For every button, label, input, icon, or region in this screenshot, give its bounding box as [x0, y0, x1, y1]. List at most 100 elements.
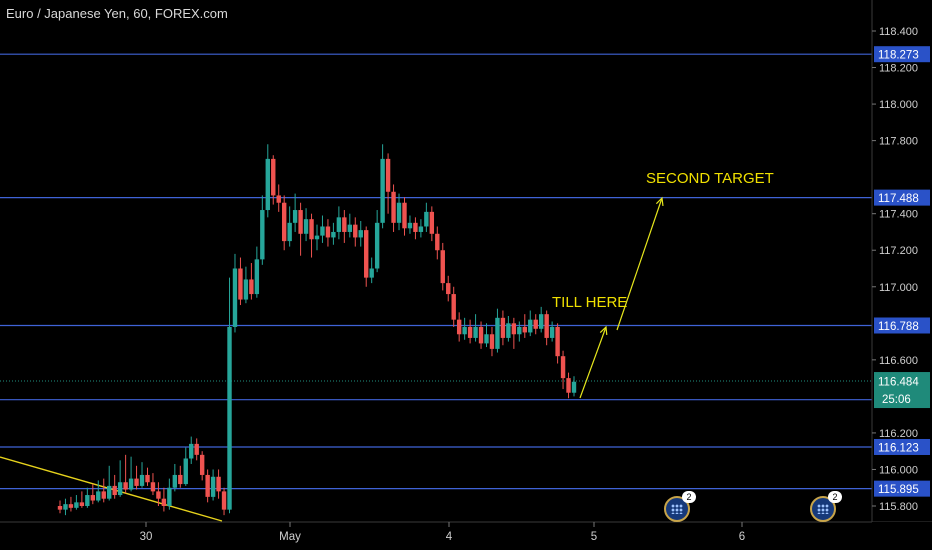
candle	[232, 253, 238, 333]
candle-body	[495, 317, 500, 349]
candle	[353, 217, 358, 247]
candle	[544, 310, 549, 346]
candle-body	[292, 210, 298, 223]
countdown-label: 25:06	[882, 394, 911, 406]
candle	[407, 215, 413, 234]
candle	[74, 495, 79, 510]
level-price-label-bg	[874, 480, 930, 497]
candle-body	[309, 219, 314, 240]
price-tick-label: 116.600	[879, 355, 918, 367]
candle-body	[560, 356, 566, 379]
candle-body	[123, 482, 128, 490]
candle	[271, 155, 276, 205]
candle-body	[544, 314, 549, 338]
candle-body	[478, 326, 484, 344]
price-tick-label: 115.800	[879, 501, 918, 513]
candle	[571, 376, 577, 397]
candle	[145, 467, 150, 486]
price-tick-label: 118.200	[879, 63, 918, 75]
candlesticks	[57, 144, 577, 516]
candle	[134, 465, 139, 490]
time-tick-label: 4	[446, 531, 453, 543]
time-tick-label: 30	[140, 531, 153, 543]
candle-body	[194, 443, 199, 455]
price-axis[interactable]: 118.400 118.200 118.000 117.800 117.400 117.2…	[871, 0, 932, 550]
price-tick-label: 117.000	[879, 282, 918, 294]
candle	[287, 206, 292, 247]
candle-body	[374, 222, 380, 269]
candle	[199, 451, 205, 481]
price-tick-label: 116.200	[879, 428, 918, 440]
candle	[413, 217, 418, 240]
candle-body	[221, 491, 227, 510]
candle-body	[314, 235, 320, 240]
time-axis[interactable]: 30 May 4 5 6	[0, 521, 932, 550]
candle-body	[303, 219, 309, 234]
candle	[260, 195, 265, 265]
candle-body	[298, 210, 303, 234]
candle	[314, 224, 320, 251]
candle-body	[336, 217, 342, 232]
candle	[107, 465, 112, 501]
candle-body	[413, 222, 418, 232]
candle	[396, 193, 402, 231]
candle-body	[281, 202, 287, 242]
candle	[429, 206, 435, 242]
candle	[336, 206, 342, 240]
annotation-second-target: SECOND TARGET	[646, 170, 774, 187]
candle	[243, 266, 249, 304]
candle-body	[522, 326, 527, 333]
candle	[478, 321, 484, 349]
candle-body	[320, 226, 325, 236]
candle-body	[517, 326, 522, 335]
candle-body	[566, 378, 571, 393]
candle-body	[107, 485, 112, 499]
candle-body	[287, 222, 292, 242]
candle-body	[156, 491, 161, 499]
candle-body	[473, 326, 478, 338]
candle	[298, 202, 303, 256]
candle	[369, 257, 374, 284]
candle	[101, 478, 106, 503]
arrow-second-target	[616, 197, 663, 331]
flag-icon	[671, 504, 683, 514]
candle-body	[331, 231, 336, 238]
price-tick-label: 118.000	[879, 99, 918, 111]
chart-title: Euro / Japanese Yen, 60, FOREX.com	[6, 6, 228, 21]
candle	[402, 197, 407, 236]
candle-body	[358, 230, 363, 238]
event-badge-icon[interactable]: 2	[810, 491, 842, 522]
candle-body	[260, 210, 265, 260]
candle-body	[117, 482, 123, 496]
candle	[194, 438, 199, 461]
candle	[342, 210, 347, 243]
current-price-label-bg	[874, 372, 930, 409]
candle	[238, 257, 243, 306]
event-badge-icon[interactable]: 2	[664, 491, 696, 522]
candle-body	[500, 317, 506, 338]
candle	[358, 221, 363, 247]
candle	[96, 480, 101, 503]
candle	[347, 213, 353, 238]
level-price-label: 118.273	[878, 50, 919, 62]
candle-body	[112, 485, 117, 496]
candle-body	[96, 491, 101, 501]
candle-body	[418, 226, 424, 232]
candle	[489, 326, 495, 357]
candle	[221, 487, 227, 516]
candle	[276, 184, 281, 212]
candle	[254, 246, 260, 298]
candle-body	[391, 191, 396, 223]
price-tick-label: 118.400	[879, 26, 918, 38]
level-price-label: 115.895	[878, 484, 919, 496]
candle-body	[528, 319, 533, 333]
candle	[473, 314, 478, 342]
candle	[380, 144, 385, 229]
candle-body	[57, 506, 63, 510]
candle-body	[205, 474, 210, 497]
candle-body	[265, 158, 270, 211]
candle	[511, 317, 517, 349]
level-price-label: 117.488	[878, 193, 919, 205]
candle	[440, 242, 445, 291]
